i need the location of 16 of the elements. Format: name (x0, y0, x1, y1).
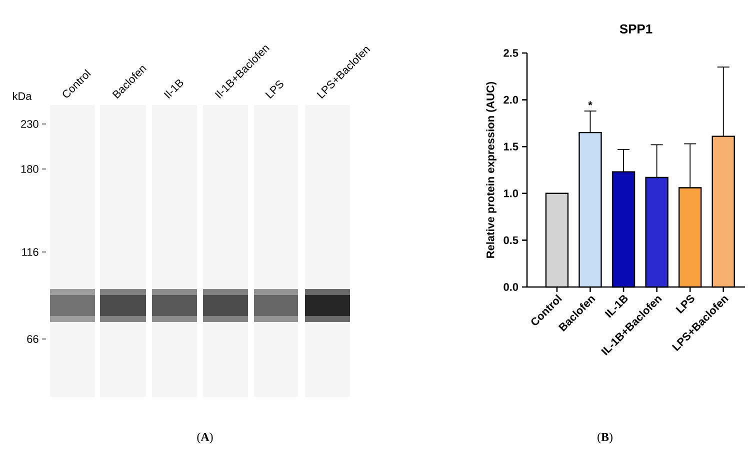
y-tick-label: 0.0 (504, 283, 518, 291)
text: (B) (598, 432, 612, 444)
y-tick-label: 0.5 (504, 236, 518, 244)
y-tick-label: 2.5 (504, 49, 518, 57)
y-axis-title: Relative protein expression (AUC) (486, 82, 496, 258)
annotation: * (588, 101, 592, 106)
chart-title: SPP1 (620, 24, 652, 34)
y-tick-label: 1.5 (504, 142, 518, 150)
y-tick-label: 1.0 (504, 190, 518, 198)
text: kDa (12, 92, 32, 100)
y-tick-label: 2.0 (504, 96, 518, 104)
text: (A) (197, 432, 213, 444)
text: 230 (21, 120, 38, 128)
text: 180 (21, 165, 38, 173)
text: 66 (27, 335, 38, 343)
text: 116 (22, 248, 38, 256)
